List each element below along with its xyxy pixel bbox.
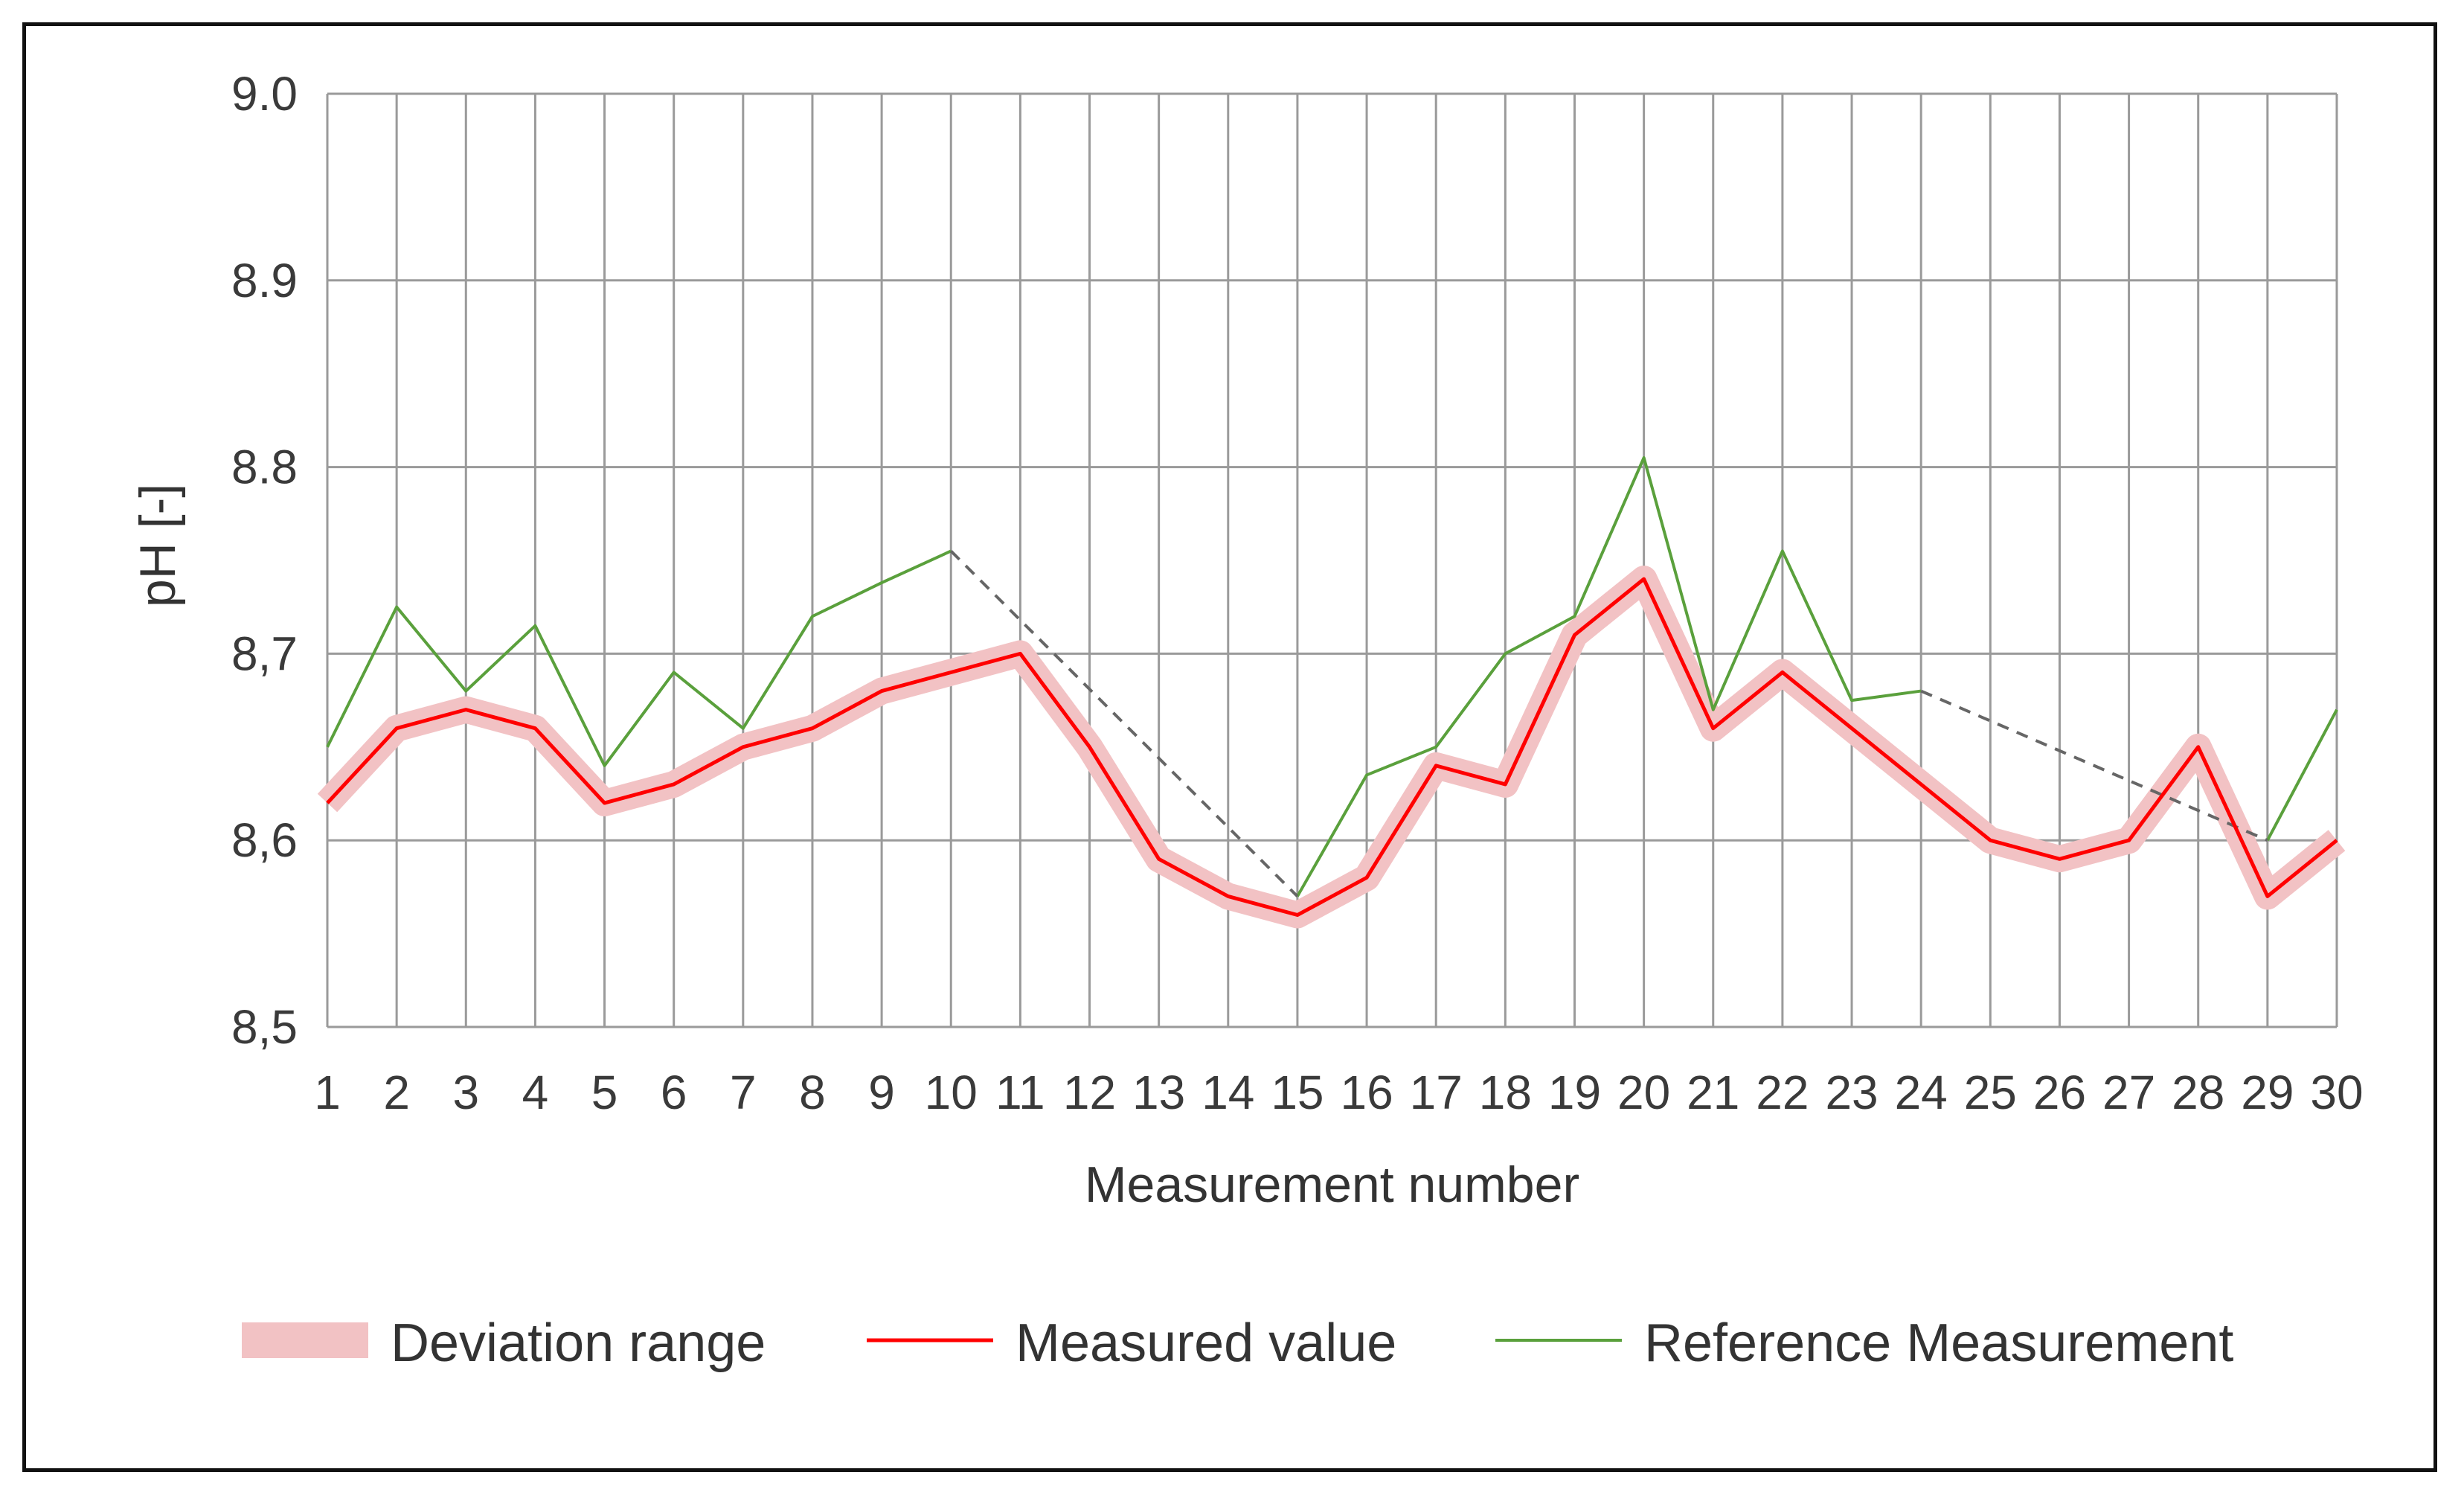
x-tick-label: 7 [730, 1066, 757, 1119]
y-tick-label: 8,5 [231, 1000, 298, 1054]
reference-gap-dashed-line [949, 550, 1299, 897]
legend-item-deviation-range: Deviation range [242, 1313, 766, 1373]
legend-item-reference-measurement: Reference Measurement [1495, 1313, 2233, 1373]
x-tick-label: 18 [1479, 1066, 1532, 1119]
y-tick-label: 9.0 [231, 67, 298, 121]
y-axis-title: pH [-] [129, 484, 186, 607]
x-tick-label: 19 [1548, 1066, 1601, 1119]
measured-line-layer [326, 577, 2338, 918]
legend-item-measured-value: Measured value [867, 1313, 1396, 1373]
chart-frame: 8,5 8,6 8,7 8.8 8.9 9.0 1 2 3 4 5 6 7 8 9 10 11 12 13 14 15… [22, 22, 2437, 1472]
x-tick-label: 23 [1825, 1066, 1878, 1119]
legend-swatch-deviation-range [242, 1322, 368, 1358]
reference-gap-dashed-line [1920, 689, 2268, 842]
y-tick-label: 8.8 [231, 441, 298, 494]
legend: Deviation range Measured value Reference… [242, 1313, 2233, 1373]
x-tick-label: 22 [1756, 1066, 1809, 1119]
x-tick-label: 10 [925, 1066, 978, 1119]
x-tick-label: 4 [522, 1066, 549, 1119]
reference-line-layer [326, 456, 2338, 897]
x-axis-title: Measurement number [1085, 1156, 1579, 1213]
x-tick-label: 25 [1964, 1066, 2017, 1119]
x-tick-labels: 1 2 3 4 5 6 7 8 9 10 11 12 13 14 15 16 17 18 19 20 21 22 23 24 2… [314, 1066, 2363, 1119]
x-tick-label: 11 [995, 1066, 1045, 1119]
legend-label-deviation-range: Deviation range [391, 1313, 766, 1373]
x-tick-label: 15 [1271, 1066, 1324, 1119]
x-tick-label: 5 [591, 1066, 618, 1119]
measured-value-line [326, 577, 2338, 918]
y-tick-labels: 8,5 8,6 8,7 8.8 8.9 9.0 [231, 67, 298, 1054]
x-tick-label: 20 [1617, 1066, 1670, 1119]
y-tick-label: 8.9 [231, 254, 298, 307]
x-tick-label: 29 [2241, 1066, 2294, 1119]
legend-label-measured-value: Measured value [1016, 1313, 1396, 1373]
x-tick-label: 6 [661, 1066, 687, 1119]
x-tick-label: 27 [2102, 1066, 2155, 1119]
x-tick-label: 2 [383, 1066, 410, 1119]
y-tick-label: 8,6 [231, 813, 298, 867]
x-tick-label: 9 [868, 1066, 895, 1119]
grid-lines [326, 92, 2338, 1028]
reference-measurement-line [1296, 456, 1922, 897]
x-tick-label: 26 [2033, 1066, 2086, 1119]
x-tick-label: 16 [1340, 1066, 1393, 1119]
x-tick-label: 21 [1687, 1066, 1739, 1119]
reference-measurement-line [2266, 708, 2338, 842]
y-tick-label: 8,7 [231, 627, 298, 680]
x-tick-label: 30 [2310, 1066, 2363, 1119]
ph-line-chart: 8,58,68,78.88.99.0 1 2 3 4 5 6 7 8 9 10 11 12 13 14 15… [129, 67, 2364, 1373]
x-tick-label: 28 [2172, 1066, 2224, 1119]
x-tick-label: 3 [452, 1066, 479, 1119]
x-tick-label: 13 [1132, 1066, 1185, 1119]
legend-label-reference-measurement: Reference Measurement [1644, 1313, 2233, 1373]
x-tick-label: 24 [1895, 1066, 1948, 1119]
deviation-band [317, 566, 2346, 929]
x-tick-label: 17 [1410, 1066, 1463, 1119]
reference-measurement-line [326, 549, 952, 767]
x-tick-label: 8 [799, 1066, 826, 1119]
deviation-band-layer [317, 566, 2346, 929]
x-tick-label: 14 [1201, 1066, 1254, 1119]
x-tick-label: 1 [314, 1066, 341, 1119]
x-tick-label: 12 [1063, 1066, 1116, 1119]
